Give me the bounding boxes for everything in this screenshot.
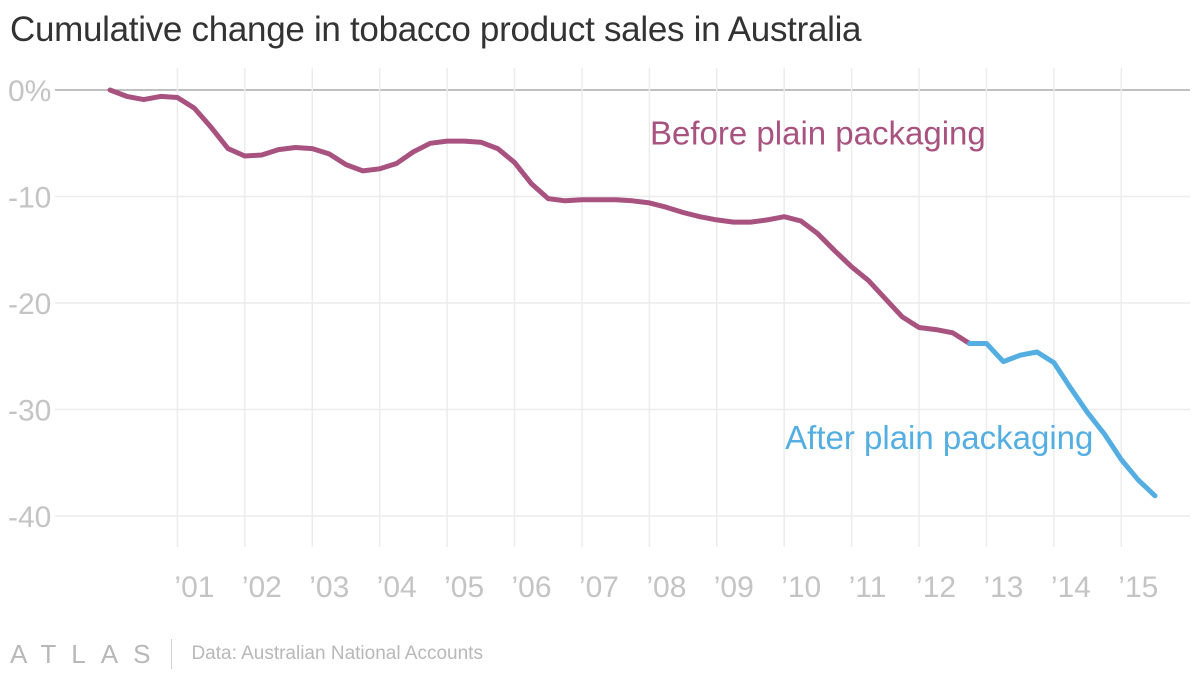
x-tick-label: ’04 bbox=[377, 571, 417, 604]
annotation-after-plain-packaging: After plain packaging bbox=[785, 419, 1093, 456]
x-tick-label: ’15 bbox=[1118, 571, 1158, 604]
x-tick-label: ’03 bbox=[309, 571, 349, 604]
x-tick-label: ’14 bbox=[1051, 571, 1091, 604]
x-axis-ticks: ’01 ’02 ’03 ’04 ’05 ’06 ’07 ’08 ’09 ’10 ’11 ’12 ’13 ’… bbox=[174, 571, 1158, 604]
chart-title: Cumulative change in tobacco product sal… bbox=[10, 10, 862, 49]
y-tick-label: -20 bbox=[8, 288, 51, 321]
footer: ATLAS Data: Australian National Accounts bbox=[10, 638, 483, 670]
x-tick-label: ’11 bbox=[849, 571, 887, 604]
x-tick-label: ’10 bbox=[781, 571, 821, 604]
gridlines bbox=[55, 68, 1190, 547]
atlas-logo[interactable]: ATLAS bbox=[10, 638, 166, 669]
annotations: Before plain packaging After plain packag… bbox=[650, 114, 1093, 456]
x-tick-label: ’08 bbox=[646, 571, 686, 604]
y-tick-label: -40 bbox=[8, 501, 51, 534]
x-tick-label: ’01 bbox=[174, 571, 214, 604]
y-tick-label: -10 bbox=[8, 182, 51, 215]
y-tick-label: 0% bbox=[8, 75, 51, 108]
line-chart: 0%-10-20-30-40 ’01’02’03’04’05’06’07’08’… bbox=[8, 68, 1190, 604]
footer-divider bbox=[171, 639, 173, 669]
series-line-after bbox=[967, 341, 1158, 499]
x-tick-label: ’13 bbox=[983, 571, 1023, 604]
series-line-before bbox=[107, 87, 973, 346]
source-note: Data: Australian National Accounts bbox=[191, 643, 483, 664]
annotation-before-plain-packaging: Before plain packaging bbox=[650, 114, 986, 151]
x-tick-label: ’07 bbox=[579, 571, 619, 604]
x-tick-label: ’05 bbox=[444, 571, 484, 604]
x-tick-label: ’09 bbox=[714, 571, 754, 604]
series-lines bbox=[107, 87, 1158, 499]
x-tick-label: ’06 bbox=[512, 571, 552, 604]
y-tick-label: -30 bbox=[8, 395, 51, 428]
x-tick-label: ’02 bbox=[242, 571, 282, 604]
x-tick-label: ’12 bbox=[916, 571, 956, 604]
y-axis-ticks: 0% -10 -20 -30 -40 bbox=[8, 75, 51, 534]
